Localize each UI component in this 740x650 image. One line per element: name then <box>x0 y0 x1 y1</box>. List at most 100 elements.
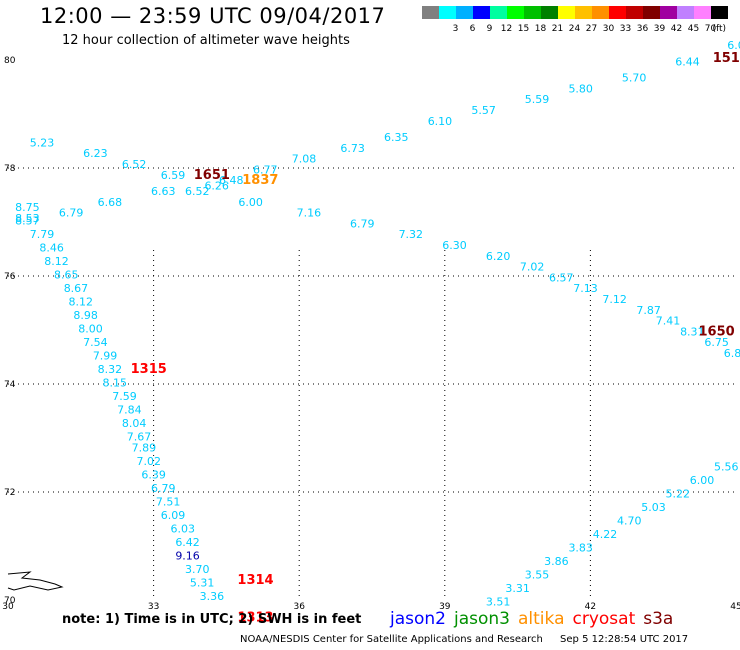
wave-height-value: 3.70 <box>185 563 210 576</box>
colorbar-swatch <box>711 6 728 19</box>
wave-height-value: 7.54 <box>83 336 108 349</box>
wave-height-value: 8.53 <box>15 212 40 225</box>
pass-time-label: 1313 <box>237 611 273 626</box>
lat-tick-label: 80 <box>4 56 16 66</box>
wave-height-value: 5.80 <box>568 82 593 95</box>
colorbar-swatch <box>660 6 677 19</box>
lon-tick-label: 45 <box>730 602 740 612</box>
wave-height-value: 3.36 <box>200 590 225 603</box>
lat-tick-label: 72 <box>4 488 15 498</box>
wave-height-value: 6.63 <box>151 185 176 198</box>
colorbar-tick-label: 45 <box>688 24 699 34</box>
lon-tick-label: 42 <box>585 602 596 612</box>
pass-time-label: 1837 <box>242 173 278 188</box>
wave-height-value: 6.39 <box>141 469 166 482</box>
wave-height-value: 7.67 <box>127 431 152 444</box>
colorbar-tick-label: 24 <box>569 24 581 34</box>
wave-height-value: 7.16 <box>297 207 322 220</box>
wave-height-value: 5.23 <box>30 136 55 149</box>
wave-height-value: 6.10 <box>428 115 453 128</box>
wave-height-value: 6.09 <box>161 509 186 522</box>
lat-lon-grid <box>8 167 736 600</box>
wave-height-value: 3.83 <box>568 541 593 554</box>
satellite-legend: jason2 jason3 altika cryosat s3a <box>390 609 681 629</box>
wave-height-value: 6.0 <box>727 39 740 52</box>
pass-time-label: 1651 <box>194 168 230 183</box>
wave-height-value: 9.16 <box>175 550 200 563</box>
wave-height-value: 8.15 <box>103 377 128 390</box>
wave-height-value: 3.51 <box>486 595 511 608</box>
lon-tick-label: 39 <box>439 602 451 612</box>
wave-height-value: 6.48 <box>219 174 244 187</box>
lon-tick-label: 36 <box>293 602 305 612</box>
colorbar-tick-label: 12 <box>501 24 512 34</box>
wave-height-value: 6.79 <box>350 217 375 230</box>
wave-height-value: 6.79 <box>59 207 84 220</box>
legend-jason2: jason2 <box>390 609 446 629</box>
wave-height-value: 4.70 <box>617 514 642 527</box>
axis-tick-labels: 30 33 36 39 42 45 70 72 74 76 78 80 <box>2 56 740 612</box>
wave-height-value: 6.88 <box>724 347 740 360</box>
wave-height-value: 5.56 <box>714 460 739 473</box>
colorbar-tick-label: 70 <box>705 24 717 34</box>
colorbar-swatch <box>422 6 439 19</box>
lat-tick-label: 70 <box>4 596 16 606</box>
page-subtitle: 12 hour collection of altimeter wave hei… <box>62 33 350 48</box>
colorbar-swatch <box>439 6 456 19</box>
wave-height-value: 8.04 <box>122 417 147 430</box>
pass-time-label: 1314 <box>237 573 273 588</box>
units-note: note: 1) Time is in UTC; 2) SWH is in fe… <box>62 612 362 627</box>
wave-height-value: 6.35 <box>384 131 409 144</box>
wave-height-value: 7.08 <box>292 153 317 166</box>
footer: NOAA/NESDIS Center for Satellite Applica… <box>240 634 688 645</box>
wave-height-value: 7.89 <box>132 442 157 455</box>
colorbar-tick-label: 27 <box>586 24 597 34</box>
coastline <box>7 571 64 591</box>
wave-height-value: 7.79 <box>30 228 55 241</box>
wave-height-value: 8.57 <box>15 215 40 228</box>
wave-height-value: 5.03 <box>641 501 666 514</box>
colorbar-tick-label: 6 <box>470 24 476 34</box>
wave-height-value: 5.22 <box>666 487 691 500</box>
pass-time-label: 151 <box>713 51 740 66</box>
wave-height-value: 6.52 <box>122 158 147 171</box>
wave-height-value: 7.32 <box>399 228 424 241</box>
wave-height-value: 4.22 <box>593 528 618 541</box>
wave-height-value: 6.68 <box>98 196 123 209</box>
page-title: 12:00 — 23:59 UTC 09/04/2017 <box>40 4 386 28</box>
colorbar-tick-label: 33 <box>620 24 631 34</box>
colorbar-legend: 3 6 9 12 15 18 21 24 27 30 33 36 39 42 45 70(ft) <box>422 6 728 34</box>
wave-height-value: 7.13 <box>573 282 598 295</box>
colorbar-tick-label: 39 <box>654 24 666 34</box>
colorbar-swatch <box>456 6 473 19</box>
wave-height-value: 6.42 <box>175 536 200 549</box>
wave-height-value: 8.32 <box>98 363 123 376</box>
wave-height-value: 6.03 <box>170 523 195 536</box>
colorbar-swatch <box>507 6 524 19</box>
colorbar-swatch <box>490 6 507 19</box>
colorbar-swatch <box>558 6 575 19</box>
wave-height-value: 6.20 <box>486 250 511 263</box>
wave-height-value: 3.31 <box>505 582 530 595</box>
wave-height-value: 6.30 <box>442 239 467 252</box>
lon-tick-label: 30 <box>2 602 14 612</box>
wave-height-value: 7.12 <box>602 293 627 306</box>
wave-height-value: 5.70 <box>622 72 647 85</box>
colorbar-tick-label: 42 <box>671 24 682 34</box>
colorbar-unit: (ft) <box>712 24 726 34</box>
colorbar-swatch <box>592 6 609 19</box>
footer-timestamp: Sep 5 12:28:54 UTC 2017 <box>560 634 689 645</box>
wave-height-value: 7.51 <box>156 496 181 509</box>
wave-height-value: 6.44 <box>675 55 700 68</box>
colorbar-swatch <box>541 6 558 19</box>
colorbar-swatch <box>677 6 694 19</box>
wave-height-value: 6.57 <box>549 271 574 284</box>
wave-height-value: 3.86 <box>544 555 569 568</box>
wave-height-value: 8.75 <box>15 201 40 214</box>
wave-height-value: 7.87 <box>636 304 661 317</box>
colorbar-swatch <box>694 6 711 19</box>
colorbar-tick-label: 36 <box>637 24 649 34</box>
wave-height-value: 6.59 <box>161 169 186 182</box>
wave-height-value: 6.73 <box>340 142 365 155</box>
wave-height-value: 8.12 <box>44 255 69 268</box>
